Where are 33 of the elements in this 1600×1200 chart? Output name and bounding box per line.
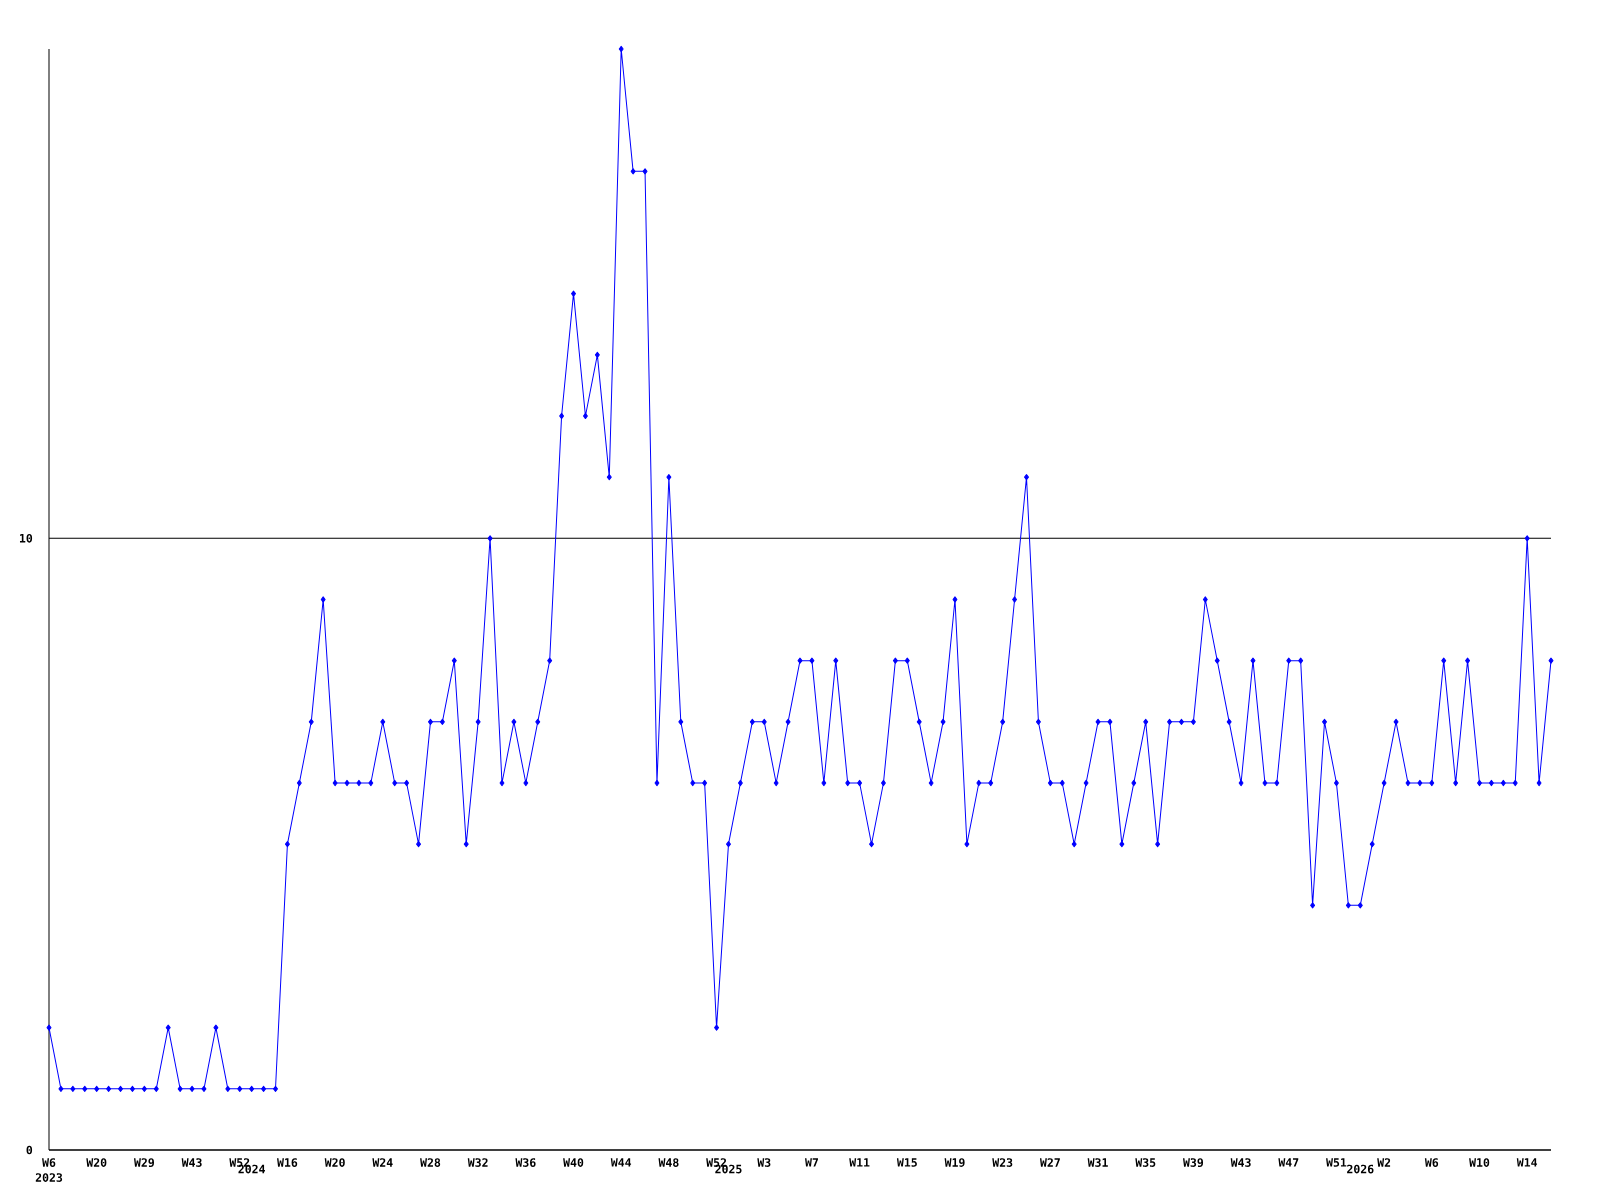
x-tick-label: W31 bbox=[1087, 1158, 1108, 1167]
x-tick-label: W6 2023 bbox=[35, 1158, 63, 1182]
x-tick-label: W24 bbox=[372, 1158, 393, 1167]
x-tick-label: W20 bbox=[324, 1158, 345, 1167]
y-tick-label: 10 bbox=[19, 533, 33, 543]
x-tick-label: W6 bbox=[1424, 1158, 1439, 1167]
x-tick-label: W7 bbox=[805, 1158, 818, 1167]
x-tick-label: W43 bbox=[1230, 1158, 1251, 1167]
x-tick-label: W23 bbox=[992, 1158, 1013, 1167]
x-tick-label: W11 bbox=[849, 1158, 870, 1167]
x-tick-label: W15 bbox=[896, 1158, 917, 1167]
x-tick-label: W10 bbox=[1469, 1158, 1490, 1167]
x-tick-label: 2026 bbox=[1347, 1164, 1374, 1174]
x-tick-label: W43 bbox=[181, 1158, 202, 1167]
x-tick-label: W40 bbox=[563, 1158, 584, 1167]
x-tick-label: W48 bbox=[658, 1158, 679, 1167]
x-tick-label: W3 bbox=[757, 1158, 771, 1167]
x-tick-label: W51 bbox=[1326, 1158, 1347, 1167]
x-tick-label: W35 bbox=[1135, 1158, 1156, 1167]
x-tick-label: W14 bbox=[1516, 1158, 1538, 1167]
x-tick-label: W2 bbox=[1377, 1158, 1391, 1167]
x-tick-label: W20 bbox=[86, 1158, 107, 1167]
x-tick-label: W36 bbox=[515, 1158, 536, 1167]
x-tick-label: W44 bbox=[610, 1158, 632, 1167]
x-tick-label: W47 bbox=[1278, 1158, 1299, 1167]
x-tick-label: W39 bbox=[1183, 1158, 1204, 1167]
x-tick-label: W28 bbox=[420, 1158, 441, 1167]
x-tick-label: W32 bbox=[467, 1158, 488, 1167]
x-tick-label: W19 bbox=[944, 1158, 965, 1167]
x-tick-label: W27 bbox=[1039, 1158, 1060, 1167]
x-tick-label: W29 bbox=[133, 1158, 155, 1167]
x-tick-label: W16 bbox=[277, 1158, 298, 1167]
y-tick-label: 0 bbox=[26, 1145, 33, 1155]
